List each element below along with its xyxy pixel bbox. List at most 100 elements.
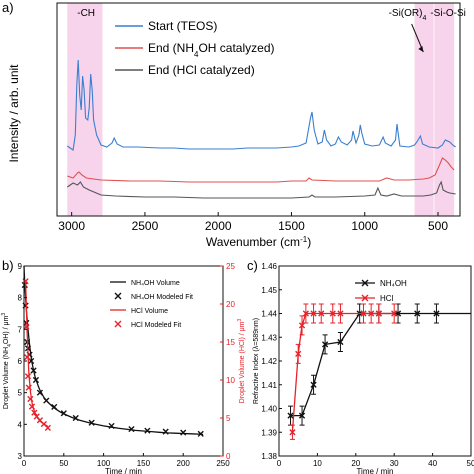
b-x-tick-label-200: 200 <box>177 459 191 468</box>
c-point-0-0 <box>287 412 294 419</box>
c-point-1-6 <box>329 310 336 317</box>
b-yr-tick-label-15: 15 <box>226 338 235 347</box>
c-y-tick-label-1.45: 1.45 <box>261 286 277 295</box>
b-legend-entry-0: NH₄OH Volume <box>131 280 180 287</box>
b-x-tick-label-150: 150 <box>137 459 151 468</box>
c-point-1-4 <box>310 310 317 317</box>
b-yl-tick-label-5: 5 <box>18 389 23 398</box>
b-point-3-3 <box>24 373 32 380</box>
c-legend-marker-0 <box>361 279 369 287</box>
c-point-0-9 <box>433 310 440 317</box>
b-point-1-11 <box>51 403 58 411</box>
b-point-1-18 <box>162 428 169 435</box>
b-point-1-20 <box>197 430 204 437</box>
b-yl-tick-label-3: 3 <box>18 452 23 461</box>
panel-c-label: c) <box>247 258 258 273</box>
c-y-axis-label: Refractive Index (λ=589nm) <box>253 318 260 404</box>
c-x-tick-label-10: 10 <box>313 459 322 468</box>
b-point-3-7 <box>31 409 38 416</box>
b-x-tick-label-50: 50 <box>59 459 68 468</box>
c-point-0-8 <box>414 310 421 317</box>
c-point-1-5 <box>318 310 325 317</box>
panel-c-frame <box>278 265 472 457</box>
panel-a-frame <box>56 2 461 217</box>
b-point-3-6 <box>28 403 36 410</box>
c-point-0-1 <box>298 412 306 419</box>
x-tick-label-3000: 3000 <box>58 219 85 233</box>
panel-a-label: a) <box>2 0 14 15</box>
c-point-1-11 <box>391 310 398 317</box>
b-yl-tick-label-7: 7 <box>18 325 23 334</box>
x-axis-label: Wavenumber (cm-1) <box>206 235 311 250</box>
x-tick-label-1500: 1500 <box>278 219 305 233</box>
c-series-line-0 <box>290 312 471 417</box>
c-y-tick-label-1.41: 1.41 <box>261 381 277 390</box>
c-point-1-7 <box>337 310 344 317</box>
c-point-1-3 <box>302 310 309 317</box>
c-y-tick-label-1.44: 1.44 <box>261 310 277 319</box>
b-yr-tick-label-25: 25 <box>226 262 235 271</box>
b-legend-entry-1: NH₄OH Modeled Fit <box>131 294 193 301</box>
c-x-tick-label-50: 50 <box>467 459 474 468</box>
b-x-tick-label-100: 100 <box>97 459 111 468</box>
b-legend-entry-3: HCl Modeled Fit <box>131 322 181 329</box>
b-y-left-label: Droplet Volume (NH4OH) / μm3 <box>1 313 13 410</box>
legend-entry-2: End (HCl catalyzed) <box>148 63 255 77</box>
b-point-1-17 <box>144 427 151 434</box>
b-yr-tick-label-0: 0 <box>226 452 231 461</box>
b-yl-tick-label-9: 9 <box>18 262 23 271</box>
b-point-3-5 <box>27 395 34 403</box>
b-point-1-19 <box>180 429 187 436</box>
b-point-1-15 <box>108 422 115 430</box>
b-point-1-8 <box>32 376 40 384</box>
b-legend-swatch-3 <box>114 320 122 328</box>
c-series-line-1 <box>291 312 395 433</box>
b-point-1-12 <box>60 410 67 417</box>
highlight-label-ch: -CH <box>77 8 95 19</box>
b-yl-tick-label-8: 8 <box>18 294 23 303</box>
b-legend-entry-2: HCl Volume <box>131 308 168 315</box>
annotation-arrowhead <box>418 46 424 52</box>
c-point-0-2 <box>310 381 317 388</box>
b-point-3-11 <box>44 424 51 431</box>
c-x-tick-label-40: 40 <box>428 459 437 468</box>
c-point-1-2 <box>298 322 306 329</box>
c-y-tick-label-1.43: 1.43 <box>261 333 277 342</box>
c-legend-entry-0: NH₄OH <box>380 279 407 288</box>
b-point-1-14 <box>88 419 95 426</box>
x-tick-label-2500: 2500 <box>132 219 159 233</box>
series-line-2 <box>66 180 456 199</box>
c-point-1-10 <box>375 310 382 317</box>
c-y-tick-label-1.42: 1.42 <box>261 357 277 366</box>
highlight-band-1 <box>414 3 434 216</box>
c-x-tick-label-0: 0 <box>277 459 282 468</box>
b-x-tick-label-0: 0 <box>22 459 27 468</box>
b-point-3-1 <box>23 323 30 330</box>
c-x-tick-label-20: 20 <box>351 459 360 468</box>
c-y-tick-label-1.38: 1.38 <box>261 452 277 461</box>
c-point-1-1 <box>295 350 302 357</box>
series-line-0 <box>66 59 456 151</box>
b-yl-tick-label-4: 4 <box>18 420 23 429</box>
c-x-axis-label: Time / min <box>356 467 393 474</box>
c-y-tick-label-1.46: 1.46 <box>261 262 277 271</box>
b-point-1-9 <box>36 389 44 396</box>
panel-b-frame <box>23 265 224 457</box>
c-point-1-0 <box>289 429 296 436</box>
panel-b-droplet-volume: 0 50 100 150 200 250 3 4 5 6 7 8 9 0 5 10 15 20 25 Time / m… <box>1 262 246 474</box>
b-x-tick-label-250: 250 <box>216 459 230 468</box>
b-x-axis-label: Time / min <box>105 467 142 474</box>
b-point-1-13 <box>72 414 79 422</box>
b-point-1-7 <box>30 367 37 374</box>
c-point-1-9 <box>368 310 375 317</box>
c-y-tick-label-1.4: 1.40 <box>261 405 277 414</box>
y-axis-label: Intensity / arb. unit <box>7 64 21 163</box>
b-point-3-2 <box>24 354 31 361</box>
b-series-line-0 <box>23 265 204 436</box>
panel-c-refractive-index: 0 10 20 30 40 50 1.38 1.39 1.40 1.41 1.42 1.43 1.44 1… <box>253 262 474 474</box>
highlight-band-2 <box>434 3 455 216</box>
highlight-label-sior4: -Si(OR)4 <box>389 8 427 22</box>
c-point-0-4 <box>337 338 344 346</box>
c-y-tick-label-1.39: 1.39 <box>261 428 277 437</box>
